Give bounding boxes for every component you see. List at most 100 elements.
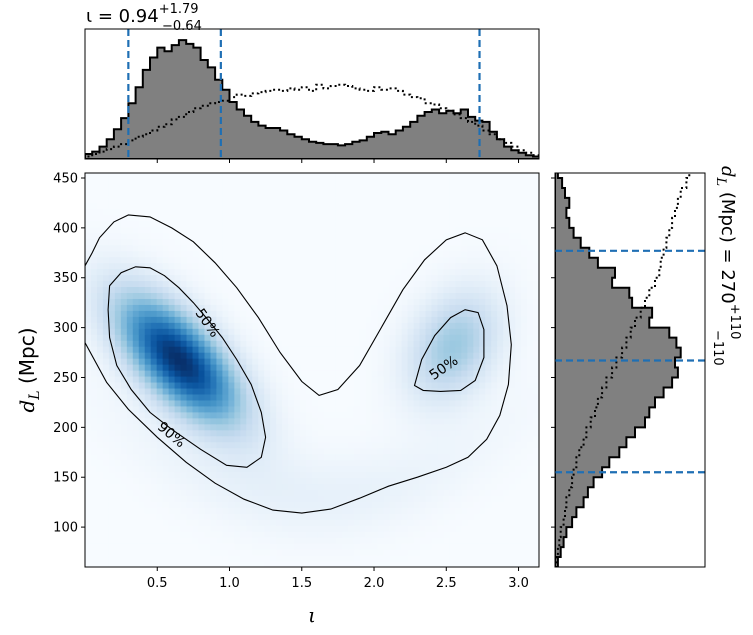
heatmap-cell <box>503 358 510 365</box>
heatmap-cell <box>431 196 439 204</box>
heatmap-cell <box>365 316 373 323</box>
heatmap-cell <box>132 561 140 567</box>
heatmap-cell <box>407 262 415 270</box>
heatmap-cell <box>306 429 313 437</box>
heatmap-cell <box>204 375 212 383</box>
heatmap-cell <box>222 190 229 198</box>
heatmap-cell <box>377 328 385 335</box>
heatmap-cell <box>395 238 403 246</box>
heatmap-cell <box>371 184 379 192</box>
heatmap-cell <box>108 286 116 293</box>
heatmap-cell <box>300 555 307 562</box>
heatmap-cell <box>270 370 277 377</box>
heatmap-cell <box>533 370 539 377</box>
heatmap-cell <box>300 471 307 479</box>
heatmap-cell <box>341 387 349 395</box>
heatmap-cell <box>317 256 325 264</box>
heatmap-cell <box>132 537 140 544</box>
heatmap-cell <box>473 328 480 335</box>
heatmap-cell <box>323 435 331 443</box>
heatmap-cell <box>102 364 110 371</box>
heatmap-cell <box>186 423 194 431</box>
heatmap-cell <box>419 537 427 544</box>
heatmap-cell <box>329 280 337 288</box>
heatmap-cell <box>288 471 295 479</box>
heatmap-cell <box>312 208 319 216</box>
heatmap-cell <box>228 417 235 425</box>
heatmap-cell <box>323 513 331 520</box>
heatmap-cell <box>455 358 462 365</box>
heatmap-cell <box>156 298 164 305</box>
heatmap-cell <box>491 352 498 359</box>
heatmap-cell <box>210 250 218 258</box>
heatmap-cell <box>240 531 247 538</box>
heatmap-cell <box>300 232 307 240</box>
heatmap-cell <box>180 465 188 473</box>
heatmap-cell <box>228 256 235 264</box>
heatmap-cell <box>186 262 194 270</box>
heatmap-cell <box>306 310 313 317</box>
heatmap-cell <box>413 471 421 479</box>
heatmap-cell <box>341 286 349 293</box>
heatmap-cell <box>246 370 253 377</box>
heatmap-cell <box>156 447 164 455</box>
heatmap-cell <box>240 381 247 389</box>
heatmap-cell <box>479 483 486 490</box>
heatmap-cell <box>252 328 259 335</box>
heatmap-cell <box>258 298 265 305</box>
heatmap-cell <box>102 358 110 365</box>
heatmap-cell <box>240 262 247 270</box>
heatmap-cell <box>210 232 218 240</box>
heatmap-cell <box>509 268 516 276</box>
heatmap-cell <box>294 298 301 305</box>
heatmap-cell <box>341 429 349 437</box>
heatmap-cell <box>252 304 259 311</box>
heatmap-cell <box>515 555 522 562</box>
heatmap-cell <box>228 447 235 455</box>
heatmap-cell <box>485 178 492 186</box>
heatmap-cell <box>443 298 450 305</box>
heatmap-cell <box>497 244 504 252</box>
heatmap-cell <box>216 423 223 431</box>
heatmap-cell <box>401 178 409 186</box>
heatmap-cell <box>479 435 486 443</box>
heatmap-cell <box>252 543 259 550</box>
heatmap-cell <box>90 399 98 407</box>
heatmap-cell <box>341 262 349 270</box>
heatmap-cell <box>246 226 253 234</box>
heatmap-cell <box>425 453 433 461</box>
heatmap-cell <box>108 375 116 383</box>
heatmap-cell <box>198 513 206 520</box>
heatmap-cell <box>323 244 331 252</box>
heatmap-cell <box>395 346 403 353</box>
heatmap-cell <box>210 346 218 353</box>
heatmap-cell <box>120 441 128 449</box>
heatmap-cell <box>341 537 349 544</box>
heatmap-cell <box>455 232 462 240</box>
heatmap-cell <box>216 262 223 270</box>
heatmap-cell <box>437 178 445 186</box>
heatmap-cell <box>359 214 367 222</box>
heatmap-cell <box>270 238 277 246</box>
heatmap-cell <box>389 495 397 502</box>
heatmap-cell <box>300 220 307 228</box>
heatmap-cell <box>96 387 104 395</box>
heatmap-cell <box>341 334 349 341</box>
heatmap-cell <box>329 471 337 479</box>
heatmap-cell <box>204 214 212 222</box>
heatmap-cell <box>120 435 128 443</box>
heatmap-cell <box>174 286 182 293</box>
heatmap-cell <box>479 340 486 347</box>
heatmap-cell <box>210 244 218 252</box>
heatmap-cell <box>377 477 385 485</box>
heatmap-cell <box>491 375 498 383</box>
heatmap-cell <box>174 352 182 359</box>
heatmap-cell <box>180 501 188 508</box>
heatmap-cell <box>114 519 122 526</box>
heatmap-cell <box>120 399 128 407</box>
heatmap-cell <box>264 202 271 210</box>
heatmap-cell <box>449 399 456 407</box>
heatmap-cell <box>174 375 182 383</box>
heatmap-cell <box>455 399 462 407</box>
heatmap-cell <box>317 358 325 365</box>
